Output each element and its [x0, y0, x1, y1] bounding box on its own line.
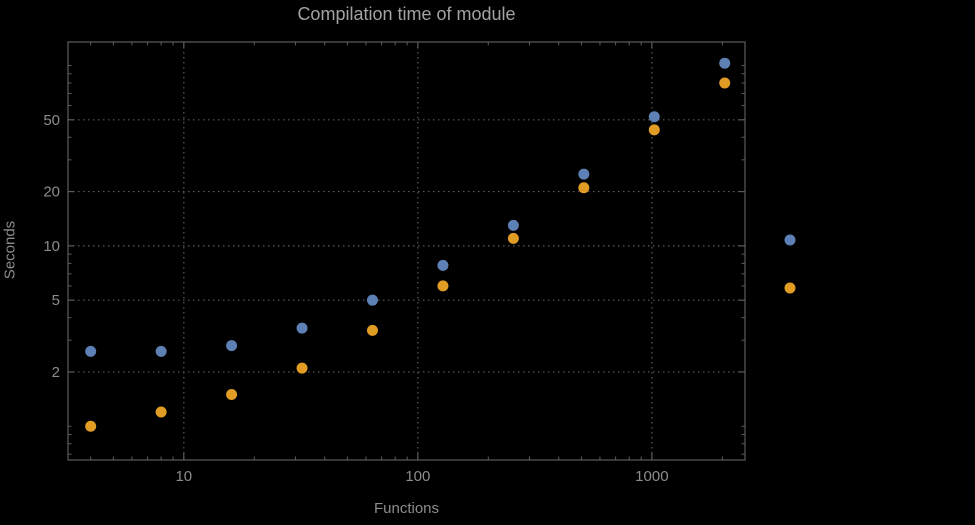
data-point-series-1 [719, 57, 731, 69]
data-point-series-1 [226, 340, 238, 352]
y-tick-label: 50 [43, 112, 60, 129]
y-axis-label: Seconds [1, 220, 19, 280]
chart-title: Compilation time of module [297, 4, 516, 24]
legend-marker-series-1 [784, 234, 796, 246]
data-point-series-2 [155, 406, 167, 418]
x-tick-label: 1000 [635, 468, 668, 485]
y-tick-label: 10 [43, 238, 60, 255]
data-point-series-2 [578, 182, 590, 194]
data-point-series-2 [648, 124, 660, 136]
data-point-series-1 [648, 111, 660, 123]
x-tick-label: 100 [405, 468, 430, 485]
y-tick-label: 20 [43, 184, 60, 201]
y-tick-label: 2 [52, 364, 60, 381]
y-tick-label: 5 [52, 292, 60, 309]
x-tick-label: 10 [175, 468, 192, 485]
data-point-series-1 [578, 168, 590, 180]
x-axis-label: Functions [373, 500, 440, 517]
legend-marker-series-2 [784, 282, 796, 294]
data-point-series-1 [155, 345, 167, 357]
data-point-series-2 [226, 388, 238, 400]
data-point-series-2 [719, 77, 731, 89]
data-point-series-2 [366, 324, 378, 336]
data-point-series-1 [437, 259, 449, 271]
data-point-series-2 [437, 280, 449, 292]
plot-frame [67, 41, 746, 461]
data-point-series-1 [507, 219, 519, 231]
data-point-series-2 [296, 362, 308, 374]
data-point-series-2 [85, 420, 97, 432]
data-point-series-1 [296, 322, 308, 334]
data-point-series-1 [85, 345, 97, 357]
data-point-series-1 [366, 294, 378, 306]
data-point-series-2 [507, 232, 519, 244]
